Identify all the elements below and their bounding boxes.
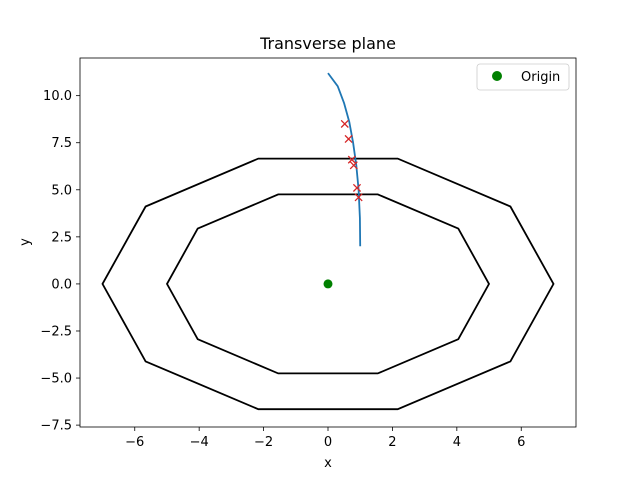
- hit-marker: [347, 155, 356, 164]
- hit-marker: [344, 134, 353, 144]
- hit-marker: [354, 193, 363, 202]
- x-tick-label: −2: [254, 435, 273, 450]
- y-tick-label: 7.5: [51, 136, 72, 151]
- hit-marker: [349, 161, 358, 170]
- y-tick-label: 5.0: [51, 183, 72, 198]
- legend-box: [476, 63, 570, 91]
- legend: Origin: [476, 63, 570, 91]
- x-axis: −6 −4 −2 0 2 4 6: [125, 427, 525, 450]
- origin-point: [323, 279, 333, 289]
- hit-marker: [352, 183, 362, 192]
- x-tick-label: −4: [190, 435, 209, 450]
- hit-marker: [340, 119, 349, 128]
- y-tick-label: −5.0: [40, 372, 72, 387]
- x-tick-label: 6: [517, 435, 525, 450]
- x-tick-label: 0: [324, 435, 332, 450]
- x-tick-label: 4: [453, 435, 461, 450]
- y-tick-label: 2.5: [51, 230, 72, 245]
- x-tick-label: 2: [388, 435, 396, 450]
- y-tick-label: 0.0: [51, 277, 72, 292]
- x-tick-label: −6: [125, 435, 144, 450]
- chart-title: Transverse plane: [259, 34, 396, 53]
- plot-area: [101, 72, 555, 411]
- y-tick-label: −2.5: [40, 324, 72, 339]
- y-axis-label: y: [18, 238, 33, 246]
- trajectory-line: [327, 72, 362, 247]
- y-tick-label: 10.0: [43, 89, 72, 104]
- layer-outer-polygon: [101, 157, 555, 411]
- legend-origin-label: Origin: [521, 70, 560, 85]
- x-axis-label: x: [324, 456, 332, 471]
- legend-origin-marker: [492, 71, 502, 81]
- y-tick-label: −7.5: [40, 419, 72, 434]
- layer-inner-polygon: [165, 193, 491, 375]
- y-axis: −7.5 −5.0 −2.5 0.0 2.5 5.0 7.5 10.0: [40, 89, 80, 434]
